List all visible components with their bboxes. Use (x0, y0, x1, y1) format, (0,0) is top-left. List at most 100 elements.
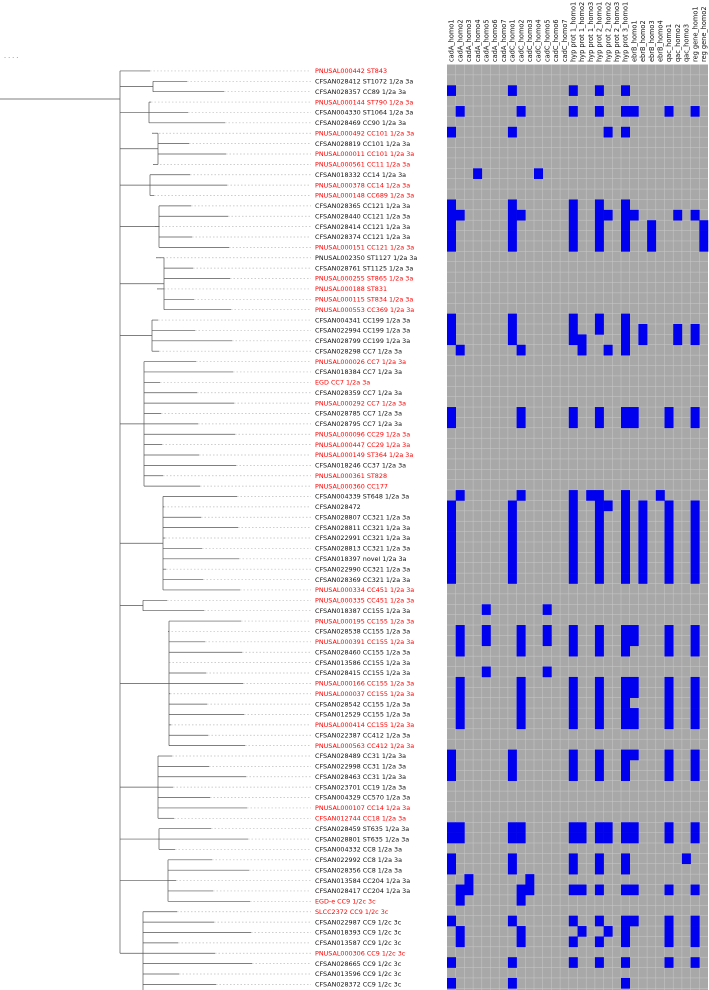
presence-cell (594, 552, 604, 564)
presence-cell (621, 490, 630, 501)
presence-cell (690, 957, 700, 968)
strain-label: EGD CC7 1/2a 3a (315, 379, 370, 387)
presence-cell (594, 199, 604, 211)
presence-cell (568, 510, 578, 522)
presence-cell (621, 334, 630, 346)
gene-column-header: ebrB_homo3 (648, 20, 656, 62)
strain-label: CFSAN028415 CC155 1/2a 3a (315, 669, 410, 677)
presence-cell (690, 324, 700, 335)
gene-column-header: reg gene_homo1 (691, 6, 699, 62)
strain-label: CFSAN028785 CC7 1/2a 3a (315, 410, 402, 418)
presence-cell (542, 625, 552, 636)
presence-cell (690, 832, 700, 844)
presence-cell (507, 957, 517, 968)
presence-cell (664, 884, 674, 896)
strain-label: CFSAN028356 CC8 1/2a 3a (315, 866, 402, 874)
presence-cell (621, 531, 630, 543)
presence-cell (664, 708, 674, 719)
strain-label: CFSAN013584 CC204 1/2a 3a (315, 877, 410, 885)
presence-cell (594, 832, 604, 844)
presence-cell (690, 697, 700, 709)
presence-cell (455, 625, 465, 636)
strain-label: CFSAN013596 CC9 1/2c 3c (315, 970, 402, 978)
presence-cell (507, 240, 517, 252)
strain-label: PNUSAL000447 CC29 1/2a 3a (315, 441, 410, 449)
presence-cell (516, 676, 526, 688)
presence-cell (507, 759, 517, 771)
presence-cell (603, 926, 613, 937)
presence-cell (647, 240, 657, 252)
presence-cell (690, 573, 700, 584)
presence-cell (507, 220, 517, 231)
presence-cell (594, 718, 604, 730)
presence-cell (568, 759, 578, 771)
presence-cell (690, 676, 700, 688)
presence-cell (664, 687, 674, 698)
gene-column-header: ebrB_homo2 (639, 20, 647, 62)
presence-cell (638, 510, 648, 522)
presence-cell (516, 822, 526, 833)
presence-cell (690, 884, 700, 896)
strain-label: PNUSAL000360 CC177 (315, 482, 388, 490)
presence-cell (621, 510, 630, 522)
presence-cell (507, 562, 517, 574)
presence-cell (621, 645, 630, 657)
presence-cell (594, 708, 604, 719)
presence-cell (594, 407, 604, 418)
presence-cell (516, 635, 526, 647)
strain-label: CFSAN028811 CC321 1/2a 3a (315, 524, 410, 532)
presence-cell (507, 822, 517, 833)
strain-label: CFSAN028761 ST1125 1/2a 3a (315, 264, 413, 272)
gene-column-header: reg gene_homo2 (700, 6, 708, 62)
strain-label: PNUSAL000148 CC689 1/2a 3a (315, 192, 414, 200)
presence-cell (455, 697, 465, 709)
presence-cell (621, 822, 630, 833)
strain-label: CFSAN028359 CC7 1/2a 3a (315, 389, 402, 397)
presence-cell (481, 604, 491, 615)
presence-cell (594, 687, 604, 698)
gene-column-header: cadC_homo2 (517, 19, 525, 62)
presence-cell (594, 500, 604, 512)
presence-cell (507, 324, 517, 335)
presence-cell (690, 625, 700, 636)
presence-cell (447, 853, 456, 865)
presence-cell (568, 645, 578, 657)
strain-label: PNUSAL000011 CC101 1/2a 3a (315, 150, 414, 158)
gene-column-header: cadC_homo3 (526, 19, 534, 62)
strain-label: CFSAN028807 CC321 1/2a 3a (315, 513, 410, 521)
presence-cell (629, 708, 639, 719)
presence-cell (621, 199, 630, 211)
presence-cell (664, 645, 674, 657)
presence-cell (664, 635, 674, 647)
presence-cell (447, 407, 456, 418)
gene-column-header: qac_homo2 (674, 24, 682, 62)
presence-cell (594, 85, 604, 96)
strain-label: PNUSAL000255 ST865 1/2a 3a (315, 275, 413, 283)
presence-cell (690, 334, 700, 346)
presence-cell (621, 936, 630, 948)
presence-cell (621, 884, 630, 896)
presence-cell (507, 230, 517, 242)
gene-column-header: hyp prot 1_homo2 (578, 2, 586, 62)
presence-cell (447, 220, 456, 231)
presence-cell (568, 635, 578, 647)
presence-cell (664, 926, 674, 937)
presence-cell (507, 749, 517, 761)
presence-cell (507, 541, 517, 553)
gene-column-header: cadA_homo4 (474, 19, 482, 62)
presence-cell (603, 822, 613, 833)
presence-cell (568, 541, 578, 553)
presence-cell (568, 552, 578, 564)
strain-label: PNUSAL000378 CC14 1/2a 3a (315, 181, 410, 189)
presence-cell (594, 209, 604, 221)
presence-cell (447, 915, 456, 927)
presence-cell (621, 977, 630, 989)
presence-cell (455, 106, 465, 117)
presence-cell (594, 531, 604, 543)
presence-cell (507, 915, 517, 927)
presence-cell (568, 531, 578, 543)
presence-cell (664, 531, 674, 543)
presence-cell (568, 697, 578, 709)
gene-column-header: qac_homo3 (683, 24, 691, 62)
gene-column-header: cadA_homo2 (456, 19, 464, 62)
